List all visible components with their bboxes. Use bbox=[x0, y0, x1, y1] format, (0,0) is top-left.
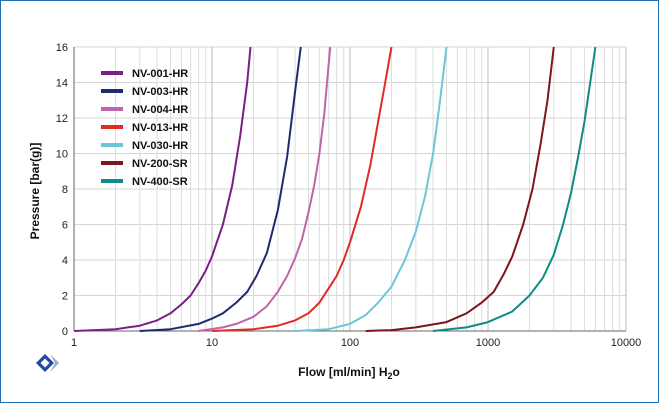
x-tick-labels: 1 10 100 1000 10000 bbox=[71, 337, 641, 349]
series-line bbox=[295, 46, 448, 332]
series-line bbox=[432, 46, 597, 332]
series-line bbox=[73, 46, 252, 332]
y-tick-label: 14 bbox=[56, 78, 68, 90]
y-tick-labels: 0 2 4 6 8 10 12 14 16 bbox=[56, 42, 68, 338]
legend-label: NV-001-HR bbox=[132, 68, 188, 80]
x-axis-title-subscript: 2 bbox=[387, 371, 392, 381]
x-tick-label: 10 bbox=[206, 337, 218, 349]
legend-label: NV-030-HR bbox=[132, 140, 188, 152]
y-tick-label: 0 bbox=[62, 326, 68, 338]
y-tick-label: 16 bbox=[56, 42, 68, 54]
company-logo-icon bbox=[36, 354, 59, 372]
y-tick-label: 2 bbox=[62, 291, 68, 303]
series-line bbox=[211, 46, 393, 332]
legend-label: NV-400-SR bbox=[132, 176, 188, 188]
x-tick-label: 10000 bbox=[611, 337, 642, 349]
x-axis-title-tail: o bbox=[393, 365, 400, 379]
legend-label: NV-004-HR bbox=[132, 104, 188, 116]
x-tick-label: 1000 bbox=[476, 337, 500, 349]
y-tick-label: 12 bbox=[56, 113, 68, 125]
legend-label: NV-013-HR bbox=[132, 122, 188, 134]
series-lines bbox=[73, 46, 597, 332]
y-tick-label: 10 bbox=[56, 149, 68, 161]
legend: NV-001-HR NV-003-HR NV-004-HR NV-013-HR NV-0… bbox=[101, 68, 188, 188]
y-tick-label: 8 bbox=[62, 184, 68, 196]
series-line bbox=[198, 46, 332, 332]
y-tick-label: 6 bbox=[62, 220, 68, 232]
series-line bbox=[139, 46, 302, 332]
y-axis-title: Pressure [bar(g)] bbox=[28, 143, 42, 240]
x-tick-label: 1 bbox=[71, 337, 77, 349]
x-axis-title-main: Flow [ml/min] H bbox=[298, 365, 387, 379]
x-tick-label: 100 bbox=[341, 337, 359, 349]
legend-label: NV-003-HR bbox=[132, 86, 188, 98]
y-tick-label: 4 bbox=[62, 255, 68, 267]
x-axis-title: Flow [ml/min] H2o bbox=[298, 365, 400, 381]
series-line bbox=[365, 46, 555, 332]
legend-label: NV-200-SR bbox=[132, 158, 188, 170]
grid-lines bbox=[73, 46, 627, 332]
